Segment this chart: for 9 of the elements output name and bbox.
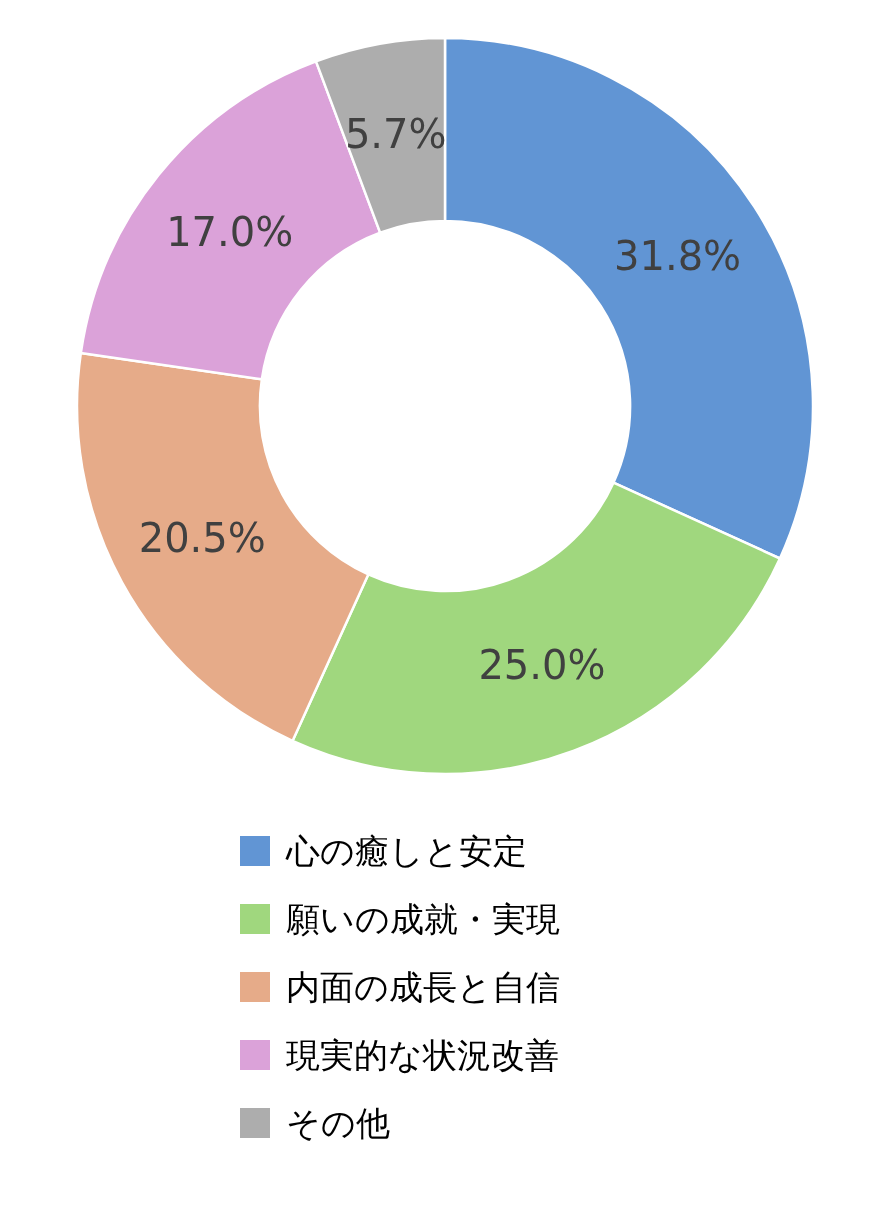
legend-label: その他	[286, 1103, 390, 1143]
legend-label: 願いの成就・実現	[286, 899, 560, 939]
data-label: 17.0%	[166, 209, 294, 256]
data-label: 20.5%	[138, 515, 266, 562]
legend-label: 内面の成長と自信	[286, 967, 560, 1007]
data-label: 25.0%	[478, 642, 606, 688]
legend-label: 現実的な状況改善	[286, 1035, 559, 1075]
legend-label: 心の癒しと安定	[285, 831, 527, 871]
data-label: 31.8%	[614, 233, 742, 280]
